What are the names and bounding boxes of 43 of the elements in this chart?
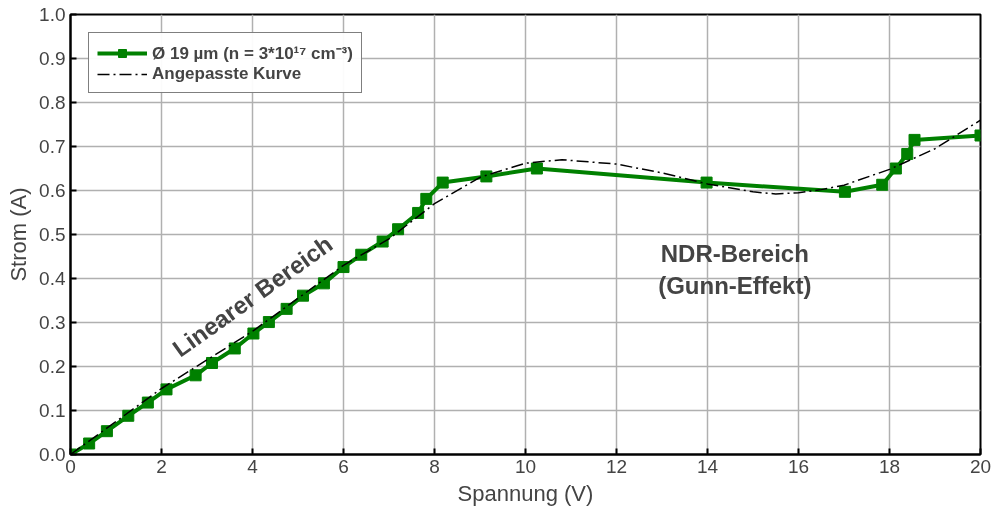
y-tick-label: 0.9 xyxy=(39,48,66,69)
point xyxy=(700,176,713,189)
y-tick-label: 0.3 xyxy=(39,312,66,333)
y-tick-label: 0.1 xyxy=(39,400,66,421)
point xyxy=(480,170,493,183)
y-tick-label: 0.6 xyxy=(39,180,66,201)
point xyxy=(206,356,219,369)
y-tick-label: 0.2 xyxy=(39,356,66,377)
y-tick-label: 0.7 xyxy=(39,136,66,157)
x-tick-label: 12 xyxy=(605,455,628,477)
y-tick-label: 0.5 xyxy=(39,224,66,245)
x-tick-label: 6 xyxy=(338,455,349,477)
legend-label: Angepasste Kurve xyxy=(152,64,302,84)
point xyxy=(280,302,293,315)
x-tick-label: 16 xyxy=(787,455,810,477)
legend-label: Ø 19 µm (n = 3*10¹⁷ cm⁻³) xyxy=(152,43,353,64)
y-tick-label: 0.4 xyxy=(39,268,66,289)
x-tick-label: 14 xyxy=(696,455,719,477)
y-tick-label: 0.8 xyxy=(39,92,66,113)
point xyxy=(908,133,921,146)
point xyxy=(838,185,851,198)
point xyxy=(262,316,275,329)
point xyxy=(530,162,543,175)
y-axis-title: Strom (A) xyxy=(6,187,32,282)
point xyxy=(83,437,96,450)
annotation: NDR-Bereich (Gunn-Effekt) xyxy=(658,240,812,300)
x-axis-title: Spannung (V) xyxy=(457,480,594,506)
x-tick-label: 18 xyxy=(878,455,901,477)
point xyxy=(876,178,889,191)
point xyxy=(436,176,449,189)
x-tick-label: 0 xyxy=(65,455,76,477)
point xyxy=(100,425,113,438)
x-tick-label: 4 xyxy=(247,455,259,477)
point xyxy=(889,162,902,175)
x-tick-label: 20 xyxy=(969,455,992,477)
x-tick-label: 10 xyxy=(514,455,537,477)
point xyxy=(189,369,202,382)
point xyxy=(420,192,433,205)
y-tick-label: 1.0 xyxy=(39,4,66,25)
x-tick-label: 8 xyxy=(429,455,440,477)
y-tick-label: 0.0 xyxy=(39,444,66,465)
x-tick-label: 2 xyxy=(156,455,167,477)
point xyxy=(901,147,914,160)
